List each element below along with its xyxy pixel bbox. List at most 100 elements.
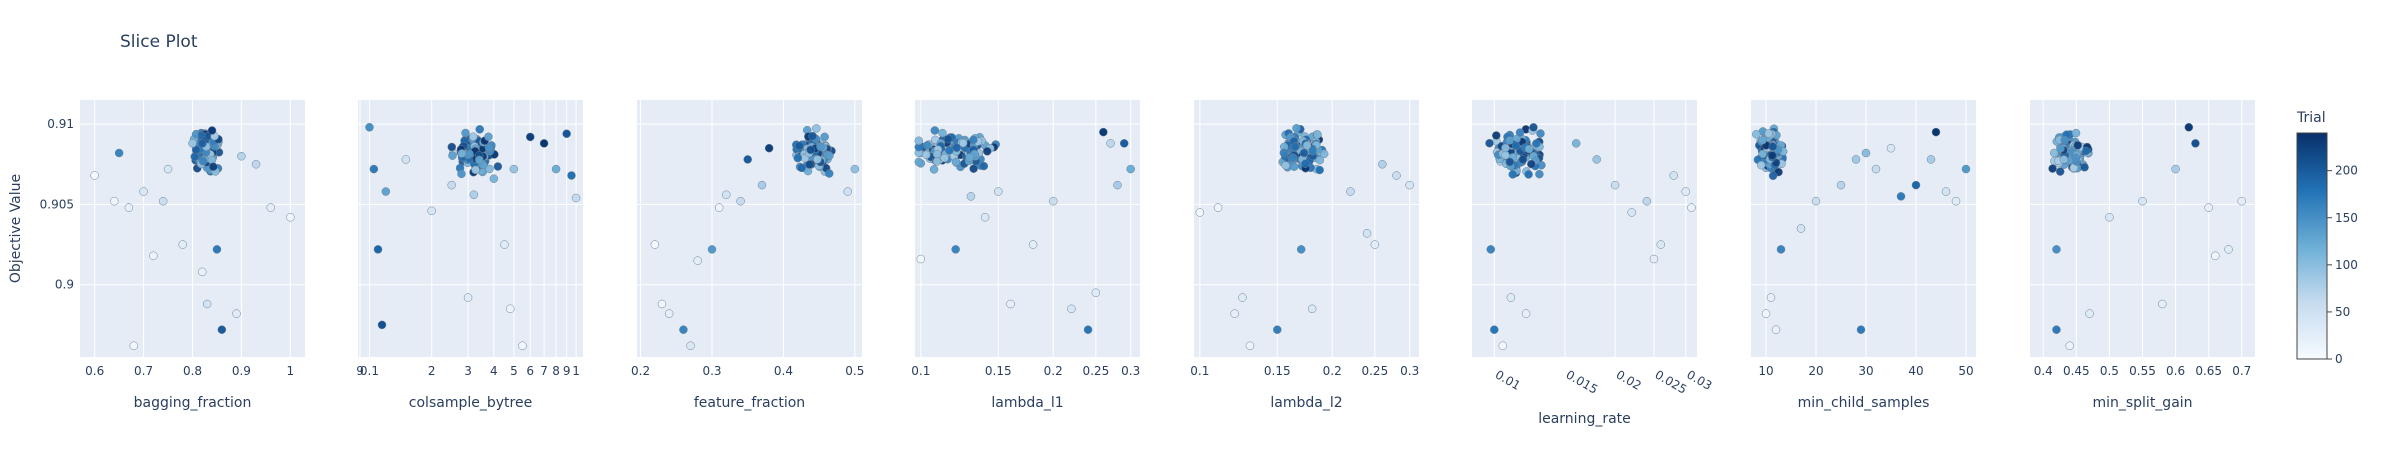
x-tick-label: 6 (526, 364, 534, 378)
x-tick-label: 5 (510, 364, 518, 378)
scatter-point (198, 139, 207, 148)
scatter-point (916, 254, 926, 264)
scatter-point (463, 293, 473, 302)
scatter-point (139, 187, 148, 196)
scatter-point (475, 155, 484, 165)
x-tick-label: 0.3 (1121, 364, 1140, 378)
scatter-point (190, 152, 200, 161)
scatter-point (212, 245, 222, 254)
scatter-point (484, 132, 493, 142)
scatter-point (1307, 304, 1317, 314)
scatter-point (797, 163, 806, 173)
scatter-point (1091, 288, 1101, 297)
scatter-point (1296, 245, 1306, 254)
x-tick-label: 0.1 (911, 364, 930, 378)
x-axis-label: learning_rate (1538, 411, 1631, 427)
y-tick-label: 0.905 (40, 197, 74, 211)
x-tick-label: 0.025 (1652, 367, 1689, 396)
scatter-point (369, 164, 379, 174)
scatter-point (1926, 155, 1936, 164)
scatter-point (202, 299, 212, 309)
scatter-point (1299, 148, 1309, 158)
x-tick-label: 50 (1958, 364, 1973, 378)
scatter-point (965, 153, 974, 162)
scatter-point (722, 190, 731, 200)
scatter-point (251, 160, 261, 169)
x-tick-label: 0.9 (232, 364, 251, 378)
scatter-point (693, 256, 702, 265)
scatter-point (188, 139, 197, 148)
x-tick-label: 0.15 (985, 364, 1012, 378)
x-tick-label: 0.2 (1323, 364, 1342, 378)
scatter-point (1195, 208, 1205, 217)
scatter-point (843, 187, 852, 196)
x-axis-label: colsample_bytree (409, 395, 532, 411)
scatter-point (2184, 123, 2194, 132)
scatter-point (1315, 155, 1325, 165)
scatter-point (940, 153, 949, 163)
scatter-point (1405, 180, 1414, 190)
x-tick-label: 0.1 (360, 364, 379, 378)
scatter-point (237, 151, 246, 161)
x-tick-label: 0.015 (1563, 367, 1600, 396)
scatter-point (1642, 196, 1652, 206)
scatter-point (1501, 143, 1510, 153)
scatter-point (1370, 240, 1380, 249)
scatter-point (1535, 169, 1544, 179)
x-tick-label: 0.2 (631, 364, 650, 378)
scatter-point (1681, 187, 1691, 196)
scatter-point (1485, 138, 1494, 148)
colorbar (2296, 132, 2328, 360)
scatter-point (2105, 213, 2114, 222)
x-tick-label: 0.15 (1264, 364, 1291, 378)
scatter-point (2237, 196, 2247, 206)
scatter-point (1067, 304, 1076, 314)
scatter-point (1308, 146, 1317, 156)
scatter-point (2048, 164, 2057, 173)
scatter-point (90, 171, 99, 180)
scatter-point (679, 325, 688, 334)
scatter-point (539, 139, 549, 148)
scatter-point (1490, 325, 1499, 334)
scatter-point (1245, 341, 1255, 351)
scatter-point (1289, 162, 1299, 171)
scatter-point (1119, 139, 1129, 148)
scatter-point (381, 187, 391, 196)
x-tick-label: 0.03 (1684, 367, 1714, 392)
x-tick-label: 3 (464, 364, 472, 378)
scatter-point (825, 169, 834, 178)
scatter-point (1768, 171, 1778, 181)
scatter-point (1761, 309, 1771, 318)
scatter-point (982, 147, 992, 156)
scatter-point (475, 125, 484, 134)
scatter-point (207, 126, 217, 135)
x-tick-label: 0.25 (1082, 364, 1109, 378)
scatter-point (1213, 203, 1223, 212)
scatter-point (943, 134, 953, 144)
scatter-point (1836, 180, 1846, 190)
scatter-point (158, 196, 168, 206)
scatter-point (1521, 309, 1531, 318)
scatter-point (1752, 130, 1761, 139)
scatter-point (1524, 144, 1534, 154)
scatter-point (1099, 127, 1108, 137)
scatter-point (2081, 146, 2091, 156)
scatter-point (1238, 293, 1247, 302)
x-tick-label: 7 (540, 364, 548, 378)
x-tick-label: 0.4 (2034, 364, 2053, 378)
scatter-point (951, 157, 961, 167)
scatter-point (198, 156, 208, 166)
scatter-point (1126, 164, 1135, 174)
scatter-point (922, 150, 931, 160)
scatter-point (448, 151, 457, 160)
scatter-point (505, 304, 515, 314)
scatter-point (1511, 141, 1521, 150)
x-tick-label: 20 (1808, 364, 1823, 378)
scatter-point (2071, 128, 2081, 138)
x-tick-label: 0.8 (183, 364, 202, 378)
scatter-point (457, 169, 466, 179)
scatter-point (373, 245, 383, 254)
scatter-point (526, 132, 535, 142)
scatter-point (1871, 164, 1881, 174)
x-axis-label: bagging_fraction (134, 395, 252, 411)
